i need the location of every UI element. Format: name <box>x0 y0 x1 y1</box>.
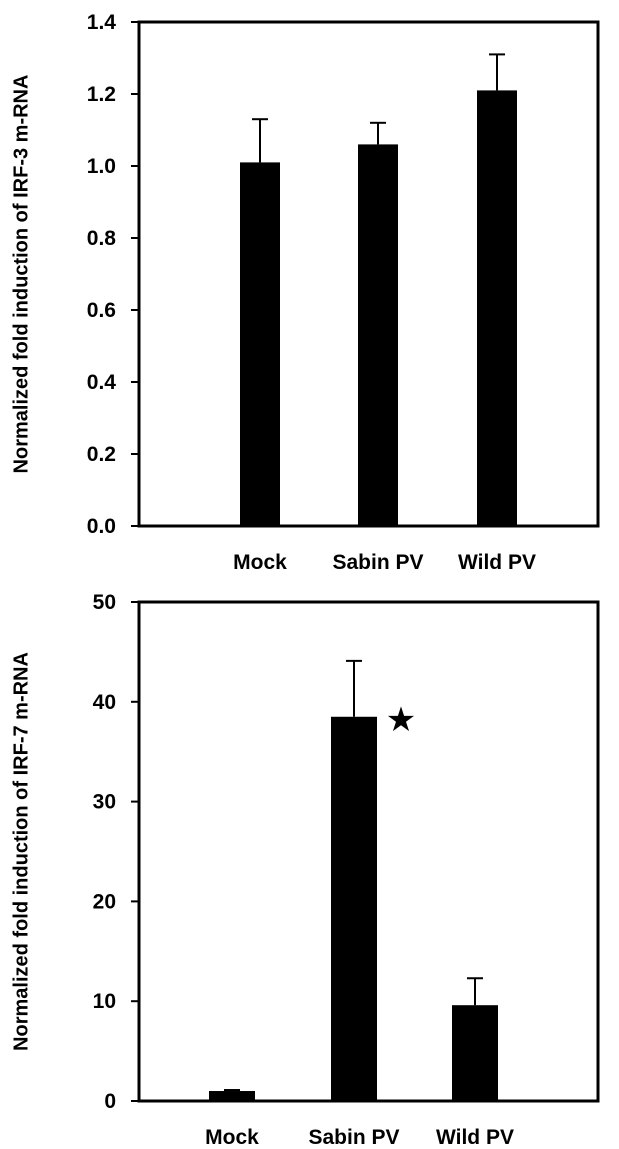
y-tick-label: 40 <box>93 691 116 714</box>
y-axis-label: Normalized fold induction of IRF-7 m-RNA <box>10 652 32 1051</box>
y-tick-label: 0.0 <box>87 515 116 538</box>
category-label: Wild PV <box>458 551 536 574</box>
y-tick-label: 50 <box>93 591 116 614</box>
bar-mock <box>240 162 280 526</box>
y-tick-label: 0.2 <box>87 443 116 466</box>
bar-sabin-pv <box>331 716 377 1101</box>
irf3-chart: 0.0 0.2 0.4 0.6 0.8 1.0 1.2 1.4 Mock Sabin PV Wild… <box>10 11 600 574</box>
y-tick-label: 1.0 <box>87 155 116 178</box>
bar-wild-pv <box>477 90 517 527</box>
category-label: Sabin PV <box>332 551 423 574</box>
bar-wild-pv <box>452 1005 498 1101</box>
y-tick-label: 0 <box>104 1090 116 1113</box>
y-tick-label: 0.8 <box>87 227 117 250</box>
y-axis-label: Normalized fold induction of IRF-3 m-RNA <box>10 75 32 474</box>
significance-star-icon: ★ <box>386 700 416 740</box>
category-label: Wild PV <box>436 1126 514 1149</box>
category-label: Mock <box>205 1126 259 1149</box>
y-tick-label: 30 <box>93 791 116 814</box>
y-tick-label: 0.6 <box>87 299 116 322</box>
bar-sabin-pv <box>358 144 398 526</box>
y-tick-label: 1.4 <box>87 11 117 34</box>
irf7-chart: 0 10 20 30 40 50 Mock Sabin PV Wild PV Normalized… <box>10 591 600 1149</box>
category-label: Sabin PV <box>308 1126 399 1149</box>
y-tick-label: 0.4 <box>87 371 117 394</box>
bar-mock <box>209 1091 255 1101</box>
y-tick-label: 1.2 <box>87 83 116 106</box>
y-tick-label: 20 <box>93 890 116 913</box>
category-label: Mock <box>233 551 287 574</box>
y-tick-label: 10 <box>93 990 116 1013</box>
